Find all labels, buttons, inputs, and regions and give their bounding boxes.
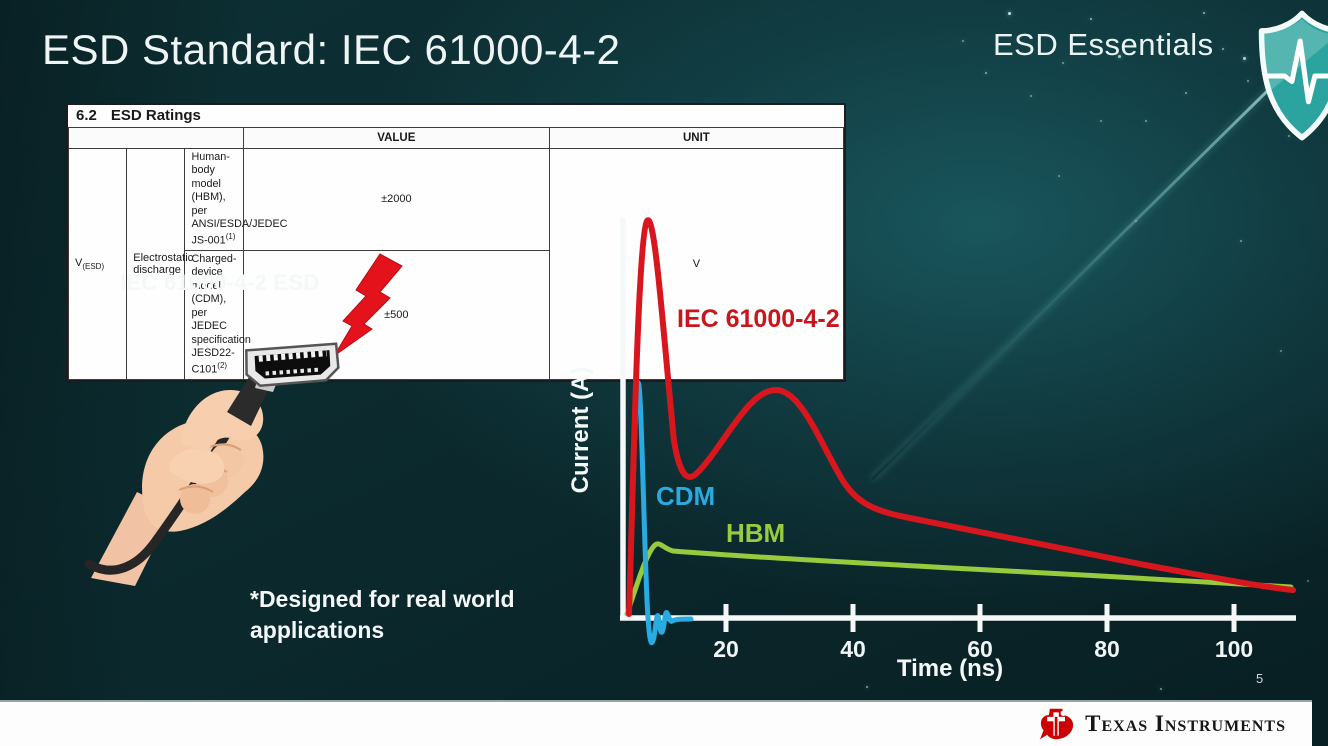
sparkle-dot	[1090, 18, 1092, 20]
sparkle-dot	[1247, 80, 1249, 82]
footnote-line2: applications	[250, 617, 385, 644]
sparkle-dot	[866, 686, 868, 688]
x-tick-20: 20	[713, 636, 739, 662]
esd-waveform-chart: Current (A) Time (ns) 20 40 60 80 100 IE…	[567, 193, 1313, 693]
table-section-title: 6.2 ESD Ratings	[68, 105, 844, 127]
hbm-description-cell: Human-body model (HBM), per ANSI/ESDA/JE…	[184, 148, 287, 251]
x-axis-ticks	[723, 604, 1237, 632]
shield-pulse-icon	[1258, 10, 1328, 141]
sparkle-dot	[1240, 240, 1242, 242]
y-axis-label: Current (A)	[567, 366, 594, 494]
cdm-description-cell: Charged-device model (CDM), per JEDEC sp…	[184, 249, 251, 380]
hbm-curve-label: HBM	[726, 518, 786, 548]
sparkle-dot	[1203, 12, 1205, 14]
iec-curve-label: IEC 61000-4-2	[677, 305, 840, 333]
section-number: 6.2	[76, 107, 97, 124]
hbm-value-cell: ±2000	[242, 148, 550, 251]
table-header-row: VALUE UNIT	[68, 127, 845, 149]
thumb	[170, 448, 225, 484]
sparkle-dot	[1062, 62, 1064, 64]
cdm-curve	[626, 380, 694, 645]
header-unit: UNIT	[548, 127, 845, 149]
cdm-curve-label: CDM	[656, 481, 716, 511]
figure-label: IEC 61000-4-2 ESD	[120, 270, 320, 295]
figure-footnote: *Designed for real world applications	[250, 584, 515, 646]
lightning-bolt-icon	[333, 253, 403, 357]
sparkle-dot	[1030, 95, 1032, 97]
finger	[180, 484, 210, 514]
sparkle-dot	[1008, 12, 1011, 15]
sparkle-dot	[1280, 350, 1282, 352]
footer-bar: Texas Instruments	[0, 700, 1312, 746]
hbm-curve	[624, 541, 1294, 617]
sparkle-dot	[1222, 48, 1224, 50]
sparkle-dot	[1160, 688, 1162, 690]
x-tick-60: 60	[967, 636, 993, 662]
hdmi-plug	[245, 342, 340, 388]
x-axis-label: Time (ns)	[896, 655, 1004, 682]
ti-logo-icon	[1040, 708, 1074, 740]
sparkle-dot	[1160, 36, 1162, 38]
x-tick-100: 100	[1214, 636, 1254, 662]
ti-brand-text: Texas Instruments	[1085, 711, 1286, 736]
header-empty	[68, 127, 244, 149]
sparkle-dot	[1058, 175, 1060, 177]
iec-curve	[626, 217, 1296, 617]
x-tick-40: 40	[840, 636, 866, 662]
sparkle-dot	[985, 72, 987, 74]
sparkle-dot	[962, 40, 964, 42]
symbol-cell: V(ESD)	[67, 148, 128, 380]
sparkle-dot	[1145, 120, 1147, 122]
section-title: ESD Ratings	[110, 107, 201, 124]
hand-holding-hdmi-illustration	[84, 342, 340, 586]
sparkle-dot	[1100, 120, 1102, 122]
unit-cell: V	[548, 148, 845, 380]
chart-canvas	[620, 217, 1296, 645]
sparkle-dot	[1185, 92, 1187, 94]
sparkle-dot	[1118, 55, 1121, 58]
sparkle-dot	[1243, 57, 1246, 60]
sparkle-dot	[1288, 135, 1290, 137]
page-title: ESD Standard: IEC 61000-4-2	[42, 26, 621, 73]
sparkle-dot	[1135, 220, 1137, 222]
x-tick-80: 80	[1094, 636, 1120, 662]
footnote-line1: *Designed for real world	[250, 586, 515, 612]
page-number: 5	[1256, 671, 1264, 686]
series-brand: ESD Essentials	[993, 27, 1214, 62]
sparkle-dot	[1307, 580, 1309, 582]
sparkle-dot	[1044, 34, 1046, 36]
header-value: VALUE	[242, 127, 550, 149]
